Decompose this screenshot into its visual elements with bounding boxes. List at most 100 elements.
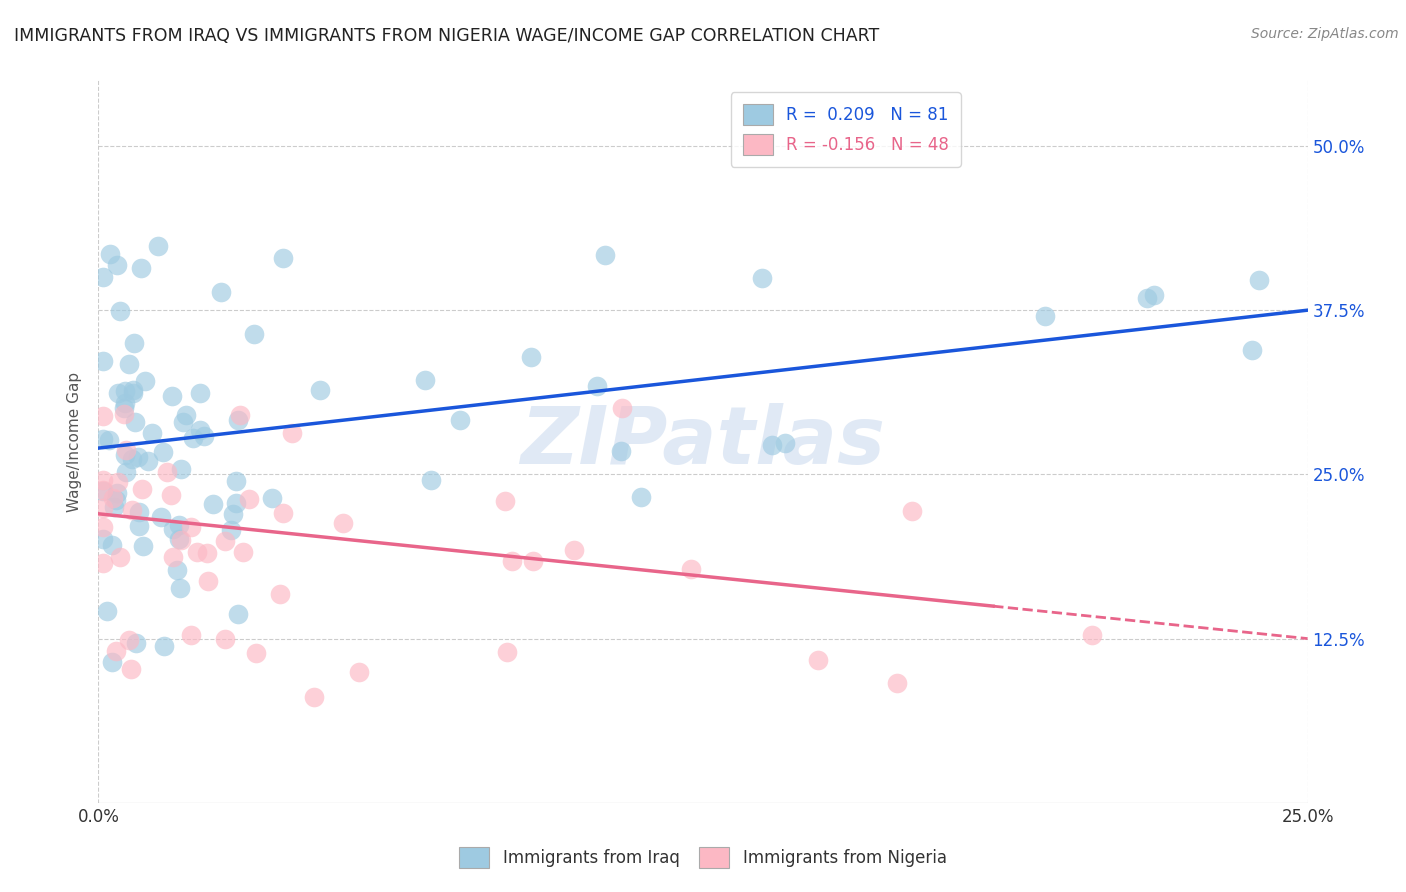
Point — [226, 413, 249, 427]
Point — [91, 519, 114, 533]
Point — [610, 443, 633, 458]
Point — [181, 431, 204, 445]
Point — [214, 533, 236, 548]
Point — [146, 239, 169, 253]
Point — [245, 646, 267, 660]
Point — [419, 473, 441, 487]
Point — [112, 407, 135, 421]
Point — [1249, 273, 1271, 287]
Point — [174, 409, 197, 423]
Point — [269, 587, 291, 601]
Point — [101, 491, 124, 505]
Point — [100, 655, 122, 669]
Point — [271, 251, 294, 265]
Point — [1240, 343, 1263, 357]
Point — [1142, 288, 1164, 302]
Point — [309, 383, 332, 397]
Point — [103, 500, 125, 515]
Point — [118, 357, 141, 371]
Point — [91, 484, 114, 499]
Point — [169, 581, 191, 595]
Point — [122, 336, 145, 351]
Point — [91, 432, 114, 446]
Point — [91, 353, 114, 368]
Point — [214, 632, 236, 646]
Point — [807, 653, 830, 667]
Point — [281, 425, 304, 440]
Point — [188, 423, 211, 437]
Point — [107, 385, 129, 400]
Point — [121, 452, 143, 467]
Point — [595, 248, 617, 262]
Point — [262, 491, 284, 506]
Point — [152, 445, 174, 459]
Point — [124, 415, 146, 429]
Point — [114, 384, 136, 398]
Point — [413, 373, 436, 387]
Point — [886, 676, 908, 690]
Point — [114, 448, 136, 462]
Y-axis label: Wage/Income Gap: Wage/Income Gap — [67, 371, 83, 512]
Point — [501, 554, 523, 568]
Point — [188, 385, 211, 400]
Point — [128, 505, 150, 519]
Point — [1135, 291, 1157, 305]
Point — [679, 562, 702, 576]
Point — [91, 556, 114, 570]
Legend: Immigrants from Iraq, Immigrants from Nigeria: Immigrants from Iraq, Immigrants from Ni… — [453, 840, 953, 875]
Point — [115, 443, 138, 458]
Point — [901, 504, 924, 518]
Point — [271, 506, 294, 520]
Point — [131, 260, 153, 275]
Text: Source: ZipAtlas.com: Source: ZipAtlas.com — [1251, 27, 1399, 41]
Point — [232, 545, 254, 559]
Point — [166, 563, 188, 577]
Point — [630, 490, 652, 504]
Point — [141, 425, 163, 440]
Legend: R =  0.209   N = 81, R = -0.156   N = 48: R = 0.209 N = 81, R = -0.156 N = 48 — [731, 92, 960, 167]
Point — [91, 473, 114, 487]
Text: ZIPatlas: ZIPatlas — [520, 402, 886, 481]
Point — [91, 483, 114, 497]
Point — [586, 379, 609, 393]
Point — [122, 383, 145, 397]
Point — [225, 474, 247, 488]
Point — [349, 665, 371, 679]
Point — [160, 389, 183, 403]
Point — [155, 465, 177, 479]
Point — [238, 491, 260, 506]
Point — [132, 540, 155, 554]
Point — [751, 271, 773, 285]
Text: IMMIGRANTS FROM IRAQ VS IMMIGRANTS FROM NIGERIA WAGE/INCOME GAP CORRELATION CHAR: IMMIGRANTS FROM IRAQ VS IMMIGRANTS FROM … — [14, 27, 879, 45]
Point — [149, 510, 172, 524]
Point — [105, 493, 128, 508]
Point — [222, 508, 245, 522]
Point — [120, 662, 142, 676]
Point — [304, 690, 326, 705]
Point — [610, 401, 633, 416]
Point — [332, 516, 354, 530]
Point — [131, 482, 153, 496]
Point — [112, 401, 135, 416]
Point — [91, 269, 114, 284]
Point — [162, 522, 184, 536]
Point — [91, 532, 114, 546]
Point — [101, 538, 124, 552]
Point — [180, 628, 202, 642]
Point — [775, 435, 797, 450]
Point — [118, 633, 141, 648]
Point — [564, 542, 586, 557]
Point — [96, 604, 118, 618]
Point — [761, 437, 783, 451]
Point — [226, 607, 249, 622]
Point — [219, 523, 242, 537]
Point — [105, 486, 128, 500]
Point — [186, 545, 208, 559]
Point — [110, 303, 132, 318]
Point — [114, 396, 136, 410]
Point — [108, 550, 131, 565]
Point — [172, 415, 194, 429]
Point — [98, 247, 121, 261]
Point — [494, 494, 516, 508]
Point — [115, 465, 138, 479]
